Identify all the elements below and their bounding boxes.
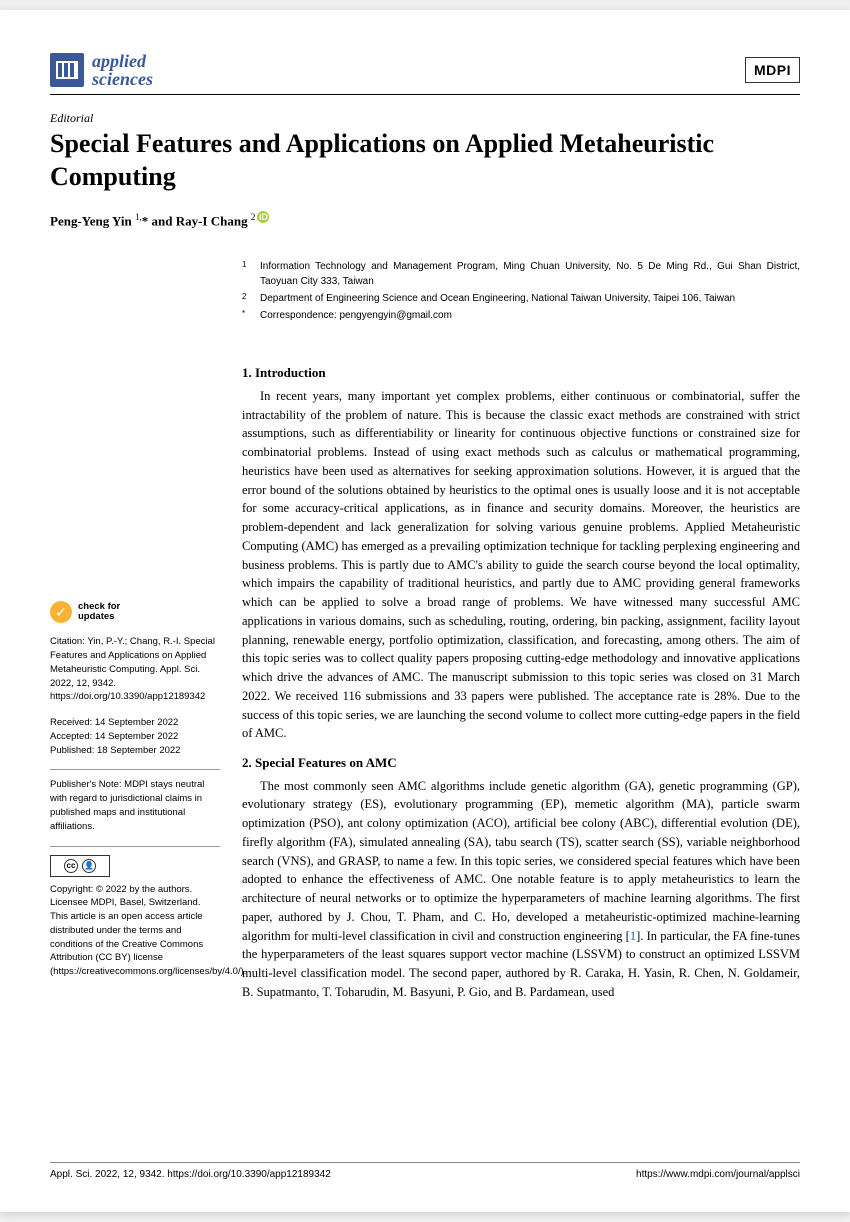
check-icon: ✓ (50, 601, 72, 623)
main-column: 1Information Technology and Management P… (242, 259, 800, 1011)
affiliation-2: Department of Engineering Science and Oc… (260, 291, 735, 306)
correspondence: Correspondence: pengyengyin@gmail.com (260, 308, 452, 323)
cc-badge: cc 👤 (50, 855, 110, 877)
journal-name-line1: applied (92, 52, 153, 70)
affiliations: 1Information Technology and Management P… (242, 259, 800, 323)
received-date: Received: 14 September 2022 (50, 716, 220, 730)
license-block: cc 👤 Copyright: © 2022 by the authors. L… (50, 846, 220, 979)
copyright-text: Copyright: © 2022 by the authors. Licens… (50, 884, 246, 978)
citation-block: Citation: Yin, P.-Y.; Chang, R.-I. Speci… (50, 635, 220, 704)
publisher-badge: MDPI (745, 57, 800, 83)
footer-left: Appl. Sci. 2022, 12, 9342. https://doi.o… (50, 1169, 331, 1180)
article-type: Editorial (50, 111, 800, 126)
accepted-date: Accepted: 14 September 2022 (50, 730, 220, 744)
section-2-body-part1: The most commonly seen AMC algorithms in… (242, 779, 800, 943)
publishers-note-text: Publisher's Note: MDPI stays neutral wit… (50, 779, 204, 831)
by-icon: 👤 (82, 859, 96, 873)
section-1-heading: 1. Introduction (242, 363, 800, 383)
section-1-body: In recent years, many important yet comp… (242, 387, 800, 743)
citation-text: Citation: Yin, P.-Y.; Chang, R.-I. Speci… (50, 636, 215, 702)
authors: Peng-Yeng Yin 1,* and Ray-I Chang 2iD (50, 211, 800, 229)
header: applied sciences MDPI (50, 52, 800, 95)
article-title: Special Features and Applications on App… (50, 128, 800, 193)
page: applied sciences MDPI Editorial Special … (0, 10, 850, 1212)
check-updates-block[interactable]: ✓ check for updates (50, 601, 220, 623)
content-columns: ✓ check for updates Citation: Yin, P.-Y.… (50, 259, 800, 1011)
check-updates-l2: updates (78, 612, 120, 622)
section-2-body: The most commonly seen AMC algorithms in… (242, 777, 800, 1002)
journal-logo: applied sciences (50, 52, 153, 88)
dates-block: Received: 14 September 2022 Accepted: 14… (50, 716, 220, 757)
journal-name: applied sciences (92, 52, 153, 88)
sidebar-column: ✓ check for updates Citation: Yin, P.-Y.… (50, 259, 220, 1011)
journal-name-line2: sciences (92, 70, 153, 88)
affiliation-1: Information Technology and Management Pr… (260, 259, 800, 289)
published-date: Published: 18 September 2022 (50, 744, 220, 758)
orcid-icon[interactable]: iD (257, 211, 269, 223)
footer-right[interactable]: https://www.mdpi.com/journal/applsci (636, 1169, 800, 1180)
journal-icon (50, 53, 84, 87)
section-2-heading: 2. Special Features on AMC (242, 753, 800, 773)
publishers-note-block: Publisher's Note: MDPI stays neutral wit… (50, 769, 220, 833)
footer: Appl. Sci. 2022, 12, 9342. https://doi.o… (50, 1162, 800, 1180)
cc-icon: cc (64, 859, 78, 873)
